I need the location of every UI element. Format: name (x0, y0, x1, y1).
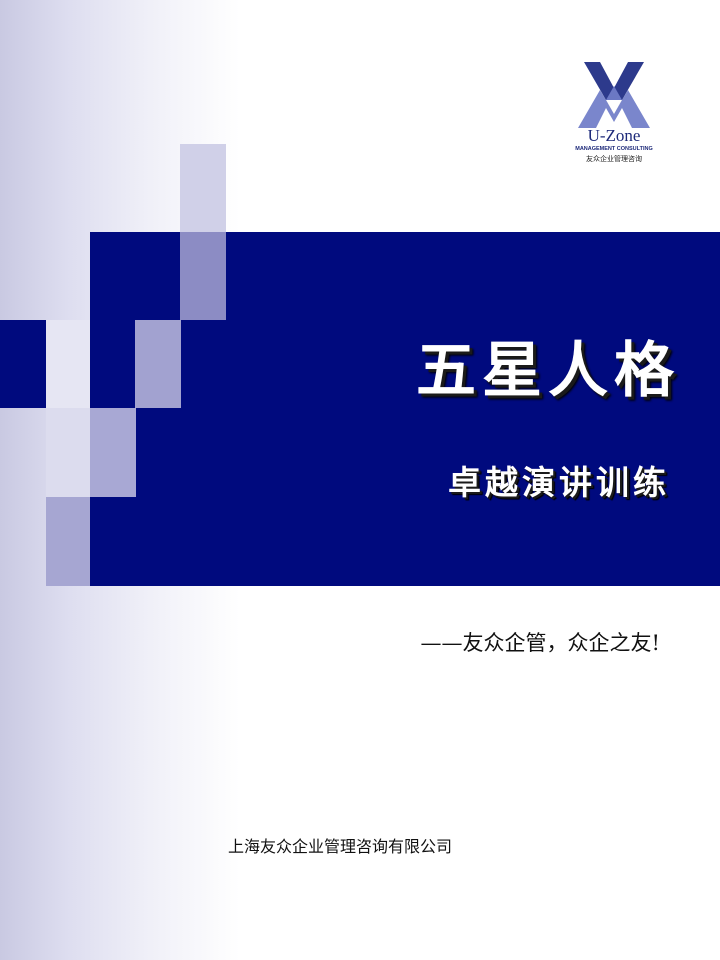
slogan: ——友众企管，众企之友! (420, 631, 660, 655)
logo-brand-name: U-Zone (587, 126, 641, 145)
company-name: 上海友众企业管理咨询有限公司 (228, 837, 453, 856)
deco-block (46, 408, 90, 497)
cover-subtitle: 卓越演讲训练 (448, 463, 670, 502)
u-zone-logo: U-Zone MANAGEMENT CONSULTING 友众企业管理咨询 (554, 62, 674, 172)
deco-block (180, 144, 226, 232)
deco-block (90, 408, 136, 497)
logo-chinese-name: 友众企业管理咨询 (586, 155, 642, 163)
cover-title: 五星人格 (416, 336, 680, 406)
deco-block (180, 232, 226, 320)
logo-tagline: MANAGEMENT CONSULTING (575, 146, 653, 152)
left-accent-strip (0, 320, 46, 408)
deco-block (135, 320, 181, 408)
deco-block (46, 320, 90, 408)
logo-emblem-icon (578, 62, 650, 128)
deco-block (46, 497, 90, 586)
